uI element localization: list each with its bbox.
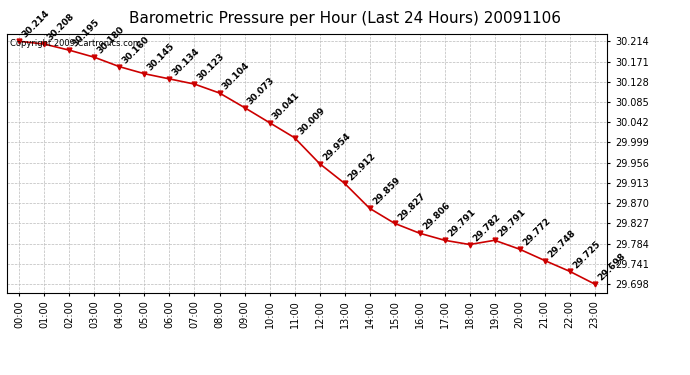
Text: 30.041: 30.041 [271, 90, 302, 121]
Text: 30.009: 30.009 [296, 106, 326, 136]
Text: 29.748: 29.748 [546, 228, 577, 259]
Text: 29.782: 29.782 [471, 212, 502, 243]
Text: 30.134: 30.134 [171, 46, 201, 78]
Text: 29.954: 29.954 [321, 131, 352, 162]
Text: 29.859: 29.859 [371, 176, 402, 207]
Text: 30.160: 30.160 [121, 34, 152, 65]
Text: 29.791: 29.791 [496, 208, 527, 239]
Text: 30.195: 30.195 [71, 18, 101, 49]
Text: 29.806: 29.806 [421, 201, 452, 232]
Text: 30.180: 30.180 [96, 25, 126, 56]
Text: 30.123: 30.123 [196, 52, 226, 83]
Text: Copyright 2009 Cartronics.com: Copyright 2009 Cartronics.com [10, 39, 141, 48]
Text: 29.912: 29.912 [346, 151, 377, 182]
Text: 29.772: 29.772 [521, 217, 552, 248]
Text: 30.104: 30.104 [221, 61, 252, 92]
Text: 30.073: 30.073 [246, 75, 277, 106]
Text: 29.725: 29.725 [571, 239, 602, 270]
Text: 30.214: 30.214 [21, 9, 52, 40]
Text: 29.698: 29.698 [596, 252, 627, 283]
Text: Barometric Pressure per Hour (Last 24 Hours) 20091106: Barometric Pressure per Hour (Last 24 Ho… [129, 11, 561, 26]
Text: 30.208: 30.208 [46, 12, 77, 43]
Text: 29.791: 29.791 [446, 208, 477, 239]
Text: 30.145: 30.145 [146, 42, 177, 72]
Text: 29.827: 29.827 [396, 191, 427, 222]
